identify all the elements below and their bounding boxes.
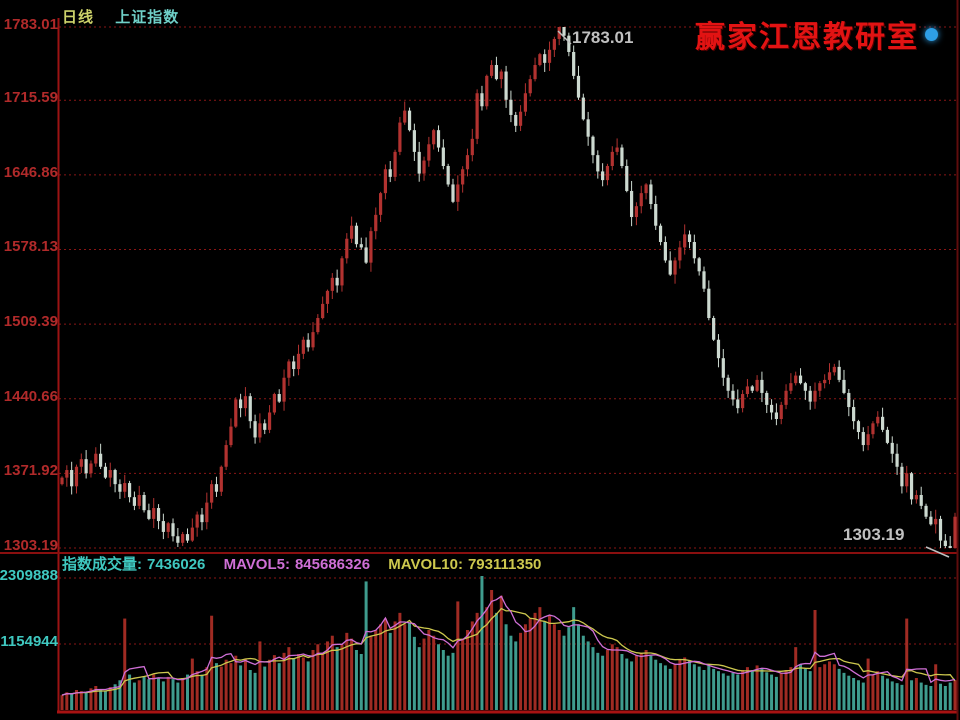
mavol5-label: MAVOL5: [223, 556, 290, 573]
volume-axis-label: 2309888 [0, 567, 58, 584]
price-axis-label: 1440.66 [3, 387, 58, 405]
price-axis-label: 1783.01 [3, 16, 58, 33]
mavol5-line [61, 595, 956, 696]
price-axis-label: 1646.86 [3, 163, 58, 181]
symbol-label: 上证指数 [115, 9, 180, 26]
brand-watermark: 赢家江恩教研室 [695, 12, 938, 56]
title-bar: 日线 上证指数 [62, 6, 179, 27]
peak-pointer-line [557, 30, 572, 45]
mavol10-line [61, 607, 956, 696]
volume-bars [60, 576, 957, 710]
low-pointer-line [925, 546, 950, 558]
volume-axis-label: 1154944 [0, 633, 58, 650]
gridlines [59, 26, 956, 645]
mavol10-value: 793111350 [467, 556, 542, 573]
price-axis-label: 1578.13 [3, 238, 58, 256]
brand-dot-icon [925, 27, 938, 41]
price-axis-label: 1371.92 [3, 462, 58, 480]
price-axis-label: 1715.59 [3, 89, 58, 107]
price-axis-label: 1303.19 [3, 537, 58, 554]
volume-label: 指数成交量: [62, 556, 142, 573]
peak-price-annotation: 1783.01 [572, 28, 634, 47]
period-label: 日线 [62, 9, 95, 26]
mavol5-value: 845686326 [294, 556, 371, 573]
price-axis-label: 1509.39 [3, 313, 58, 331]
low-price-annotation: 1303.19 [843, 525, 905, 544]
volume-indicator-header: 指数成交量: 7436026 MAVOL5: 845686326 MAVOL10: 7… [62, 553, 541, 574]
mavol10-label: MAVOL10: [388, 556, 463, 573]
brand-text: 赢家江恩教研室 [695, 21, 919, 54]
volume-value: 7436026 [147, 556, 206, 573]
candlestick-series [60, 27, 957, 548]
